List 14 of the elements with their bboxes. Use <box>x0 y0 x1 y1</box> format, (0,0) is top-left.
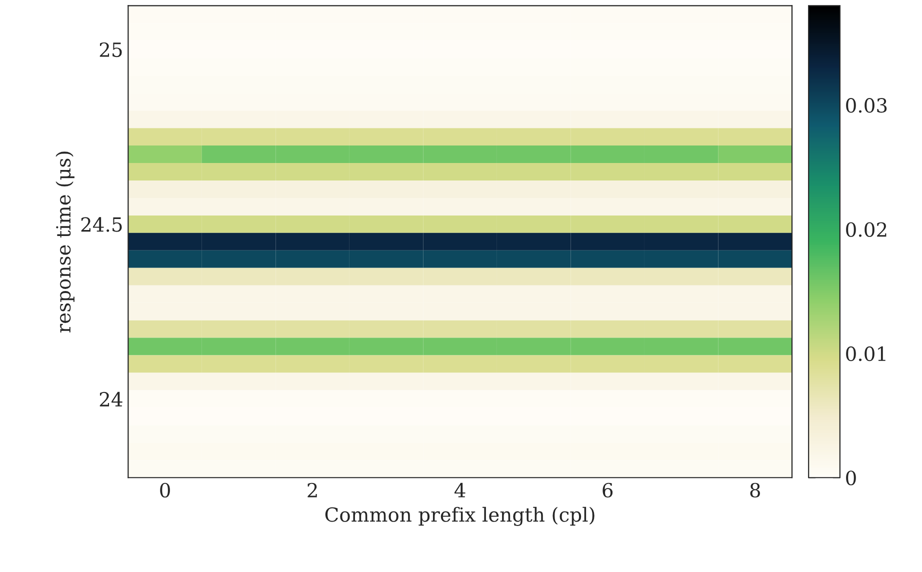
color-bar-label: 0.02 <box>846 222 886 237</box>
color-bar-label: 0 <box>846 470 856 486</box>
y-axis-title: response time (μs) <box>56 152 74 333</box>
color-bar-label: 0.01 <box>846 346 886 362</box>
x-tick-label: 0 <box>160 482 170 498</box>
x-tick-label: 4 <box>454 482 466 498</box>
x-tick-label: 8 <box>750 482 760 498</box>
y-tick-label: 24.5 <box>81 217 122 232</box>
y-tick-label: 24 <box>100 392 122 406</box>
x-tick-label: 6 <box>602 482 613 498</box>
x-axis-title: Common prefix length (cpl) <box>325 506 594 526</box>
color-bar-label: 0.03 <box>846 98 887 113</box>
y-tick-label: 25 <box>100 42 122 58</box>
x-tick-label: 2 <box>308 482 317 498</box>
